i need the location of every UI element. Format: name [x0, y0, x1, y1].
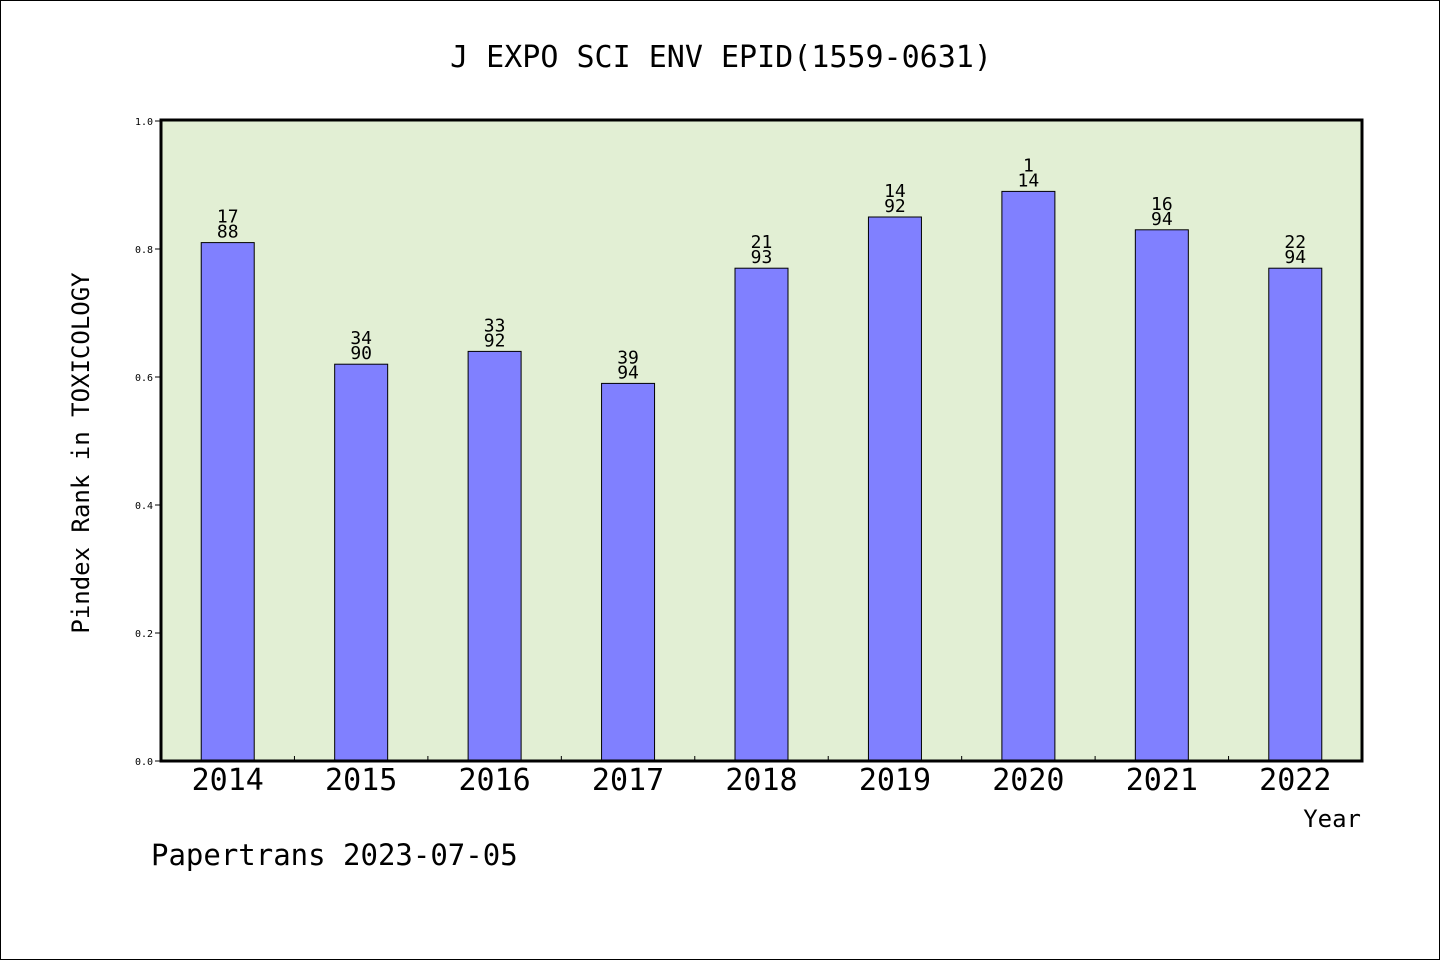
y-tick-label: 0.0 [135, 757, 153, 768]
x-tick-label: 2016 [458, 763, 530, 798]
bar-2014 [200, 242, 255, 762]
rank-label: 22 [1284, 232, 1306, 253]
x-tick-label: 2022 [1259, 763, 1331, 798]
y-axis-label: Pindex Rank in TOXICOLOGY [67, 272, 95, 634]
bar-2021 [1134, 229, 1189, 762]
y-tick-label: 0.8 [135, 245, 153, 256]
bar-2018 [734, 267, 789, 762]
y-tick-label: 0.6 [135, 373, 153, 384]
plot-border [159, 118, 1364, 763]
bar-2015 [334, 363, 389, 762]
bar-2020 [1001, 190, 1056, 762]
rank-label: 14 [884, 181, 906, 202]
bars-group [200, 190, 1323, 762]
bar-2016 [467, 350, 522, 762]
total-label: 92 [484, 330, 506, 351]
x-tick-label: 2019 [859, 763, 931, 798]
footer-credit: Papertrans 2023-07-05 [151, 838, 518, 872]
rank-label: 21 [751, 232, 773, 253]
y-tick-label: 1.0 [135, 117, 153, 128]
bar-2019 [867, 216, 922, 762]
total-label: 93 [751, 247, 773, 268]
rank-label: 16 [1151, 194, 1173, 215]
x-axis-label: Year [1303, 805, 1361, 833]
x-tick-label: 2018 [725, 763, 797, 798]
y-tick-label: 0.2 [135, 629, 153, 640]
bar-2022 [1268, 267, 1323, 762]
total-label: 94 [1284, 247, 1306, 268]
total-label: 94 [1151, 209, 1173, 230]
bar-2017 [601, 382, 656, 762]
rank-label: 17 [217, 207, 239, 228]
total-label: 90 [350, 343, 372, 364]
x-tick-label: 2014 [192, 763, 264, 798]
x-tick-label: 2020 [992, 763, 1064, 798]
chart-title: J EXPO SCI ENV EPID(1559-0631) [450, 40, 992, 75]
x-tick-label: 2015 [325, 763, 397, 798]
rank-label: 34 [350, 328, 372, 349]
rank-label: 33 [484, 315, 506, 336]
x-tick-label: 2021 [1126, 763, 1198, 798]
total-label: 14 [1018, 170, 1040, 191]
total-label: 92 [884, 196, 906, 217]
rank-label: 1 [1023, 155, 1034, 176]
total-label: 88 [217, 222, 239, 243]
x-tick-label: 2017 [592, 763, 664, 798]
total-label: 94 [617, 362, 639, 383]
y-tick-label: 0.4 [135, 501, 153, 512]
rank-label: 39 [617, 347, 639, 368]
data-labels-group: 2014178820153490201633922017399420182193… [192, 155, 1332, 798]
